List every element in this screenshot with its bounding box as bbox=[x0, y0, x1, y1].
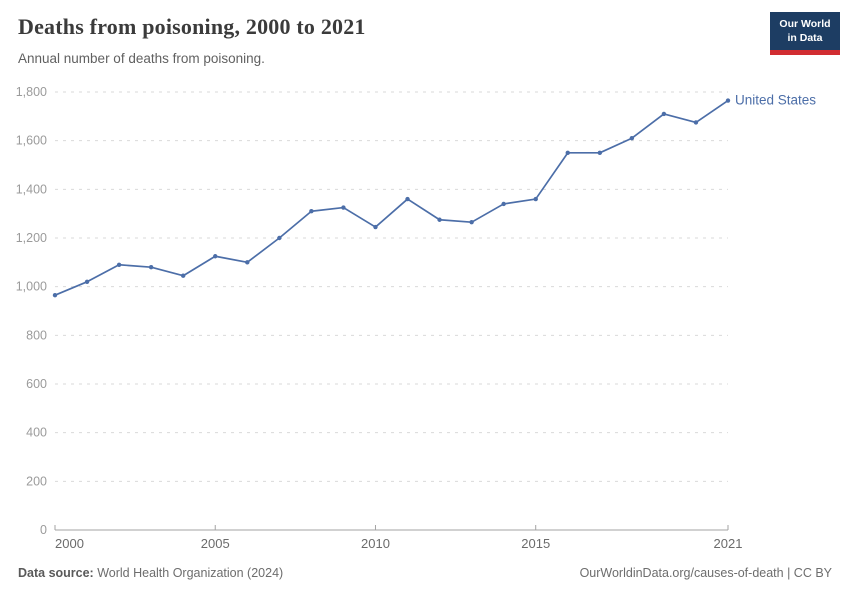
y-axis-label: 400 bbox=[26, 426, 47, 440]
data-point[interactable] bbox=[405, 196, 410, 202]
data-point[interactable] bbox=[148, 265, 154, 270]
owid-logo-line2: in Data bbox=[787, 31, 823, 44]
data-point[interactable] bbox=[213, 254, 218, 259]
chart-title: Deaths from poisoning, 2000 to 2021 bbox=[18, 14, 366, 39]
data-point[interactable] bbox=[629, 136, 635, 141]
x-axis-label: 2000 bbox=[55, 536, 84, 551]
y-axis-label: 1,000 bbox=[16, 280, 47, 294]
y-axis-label: 1,400 bbox=[16, 182, 47, 196]
data-point[interactable] bbox=[277, 235, 282, 241]
y-axis-label: 600 bbox=[26, 377, 47, 391]
data-point[interactable] bbox=[501, 201, 506, 207]
y-axis-label: 1,200 bbox=[16, 231, 47, 245]
data-point[interactable] bbox=[341, 205, 346, 210]
data-point[interactable] bbox=[469, 219, 474, 225]
owid-logo-line1: Our World bbox=[779, 18, 831, 30]
data-point[interactable] bbox=[565, 150, 570, 156]
credit-link[interactable]: OurWorldinData.org/causes-of-death | CC … bbox=[579, 566, 832, 580]
owid-logo[interactable]: Our World in Data bbox=[770, 12, 840, 56]
data-source-label: Data source: bbox=[18, 566, 94, 580]
data-point[interactable] bbox=[245, 260, 250, 265]
y-axis-label: 1,800 bbox=[16, 85, 47, 99]
x-axis-label: 2010 bbox=[361, 536, 390, 551]
data-point[interactable] bbox=[725, 98, 731, 103]
data-point[interactable] bbox=[180, 273, 186, 278]
x-axis-label: 2021 bbox=[714, 536, 743, 551]
y-axis-label: 0 bbox=[40, 523, 47, 537]
chart-subtitle: Annual number of deaths from poisoning. bbox=[18, 50, 265, 66]
y-axis-label: 1,600 bbox=[16, 134, 47, 148]
series-line-united-states[interactable] bbox=[54, 99, 729, 297]
data-point[interactable] bbox=[116, 262, 122, 267]
data-point[interactable] bbox=[84, 279, 90, 284]
data-source: Data source: World Health Organization (… bbox=[18, 566, 283, 580]
data-point[interactable] bbox=[693, 120, 699, 125]
data-point[interactable] bbox=[597, 150, 603, 156]
x-axis-label: 2005 bbox=[201, 536, 230, 551]
chart-footer: Data source: World Health Organization (… bbox=[18, 566, 832, 580]
data-point[interactable] bbox=[661, 111, 667, 117]
data-point[interactable] bbox=[437, 217, 442, 222]
x-axis-label: 2015 bbox=[521, 536, 550, 551]
chart-header: Deaths from poisoning, 2000 to 2021 Annu… bbox=[18, 13, 750, 67]
chart-canvas[interactable]: 0 200 400 600 800 1,000 1,200 1,400 1,600 1,800 20… bbox=[0, 78, 850, 558]
series-label-united-states[interactable]: United States bbox=[735, 93, 816, 108]
y-axis-label: 800 bbox=[26, 328, 47, 342]
data-point[interactable] bbox=[309, 209, 314, 214]
data-point[interactable] bbox=[52, 292, 58, 298]
data-point[interactable] bbox=[533, 196, 538, 202]
y-axis-label: 200 bbox=[26, 474, 47, 488]
data-point[interactable] bbox=[373, 224, 378, 230]
data-source-text: World Health Organization (2024) bbox=[93, 566, 284, 580]
